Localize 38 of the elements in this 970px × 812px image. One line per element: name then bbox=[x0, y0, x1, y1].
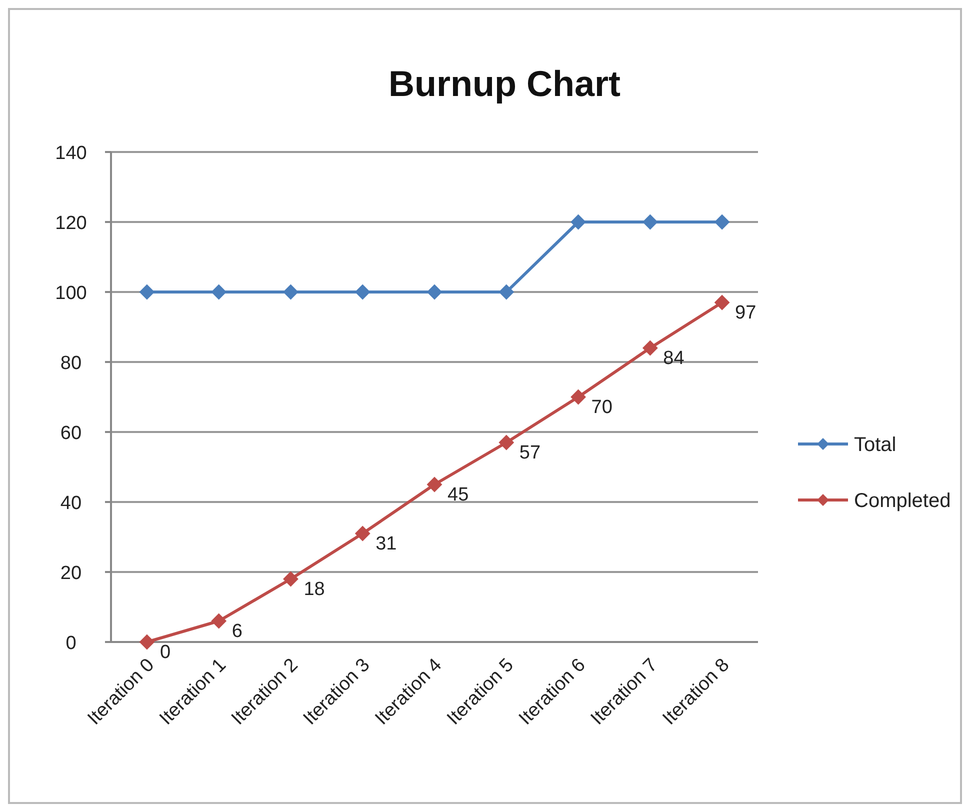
data-label: 18 bbox=[304, 579, 325, 600]
point bbox=[498, 284, 514, 300]
data-label: 6 bbox=[232, 621, 242, 642]
data-label: 70 bbox=[591, 397, 612, 418]
data-label: 97 bbox=[735, 302, 756, 324]
point bbox=[642, 214, 658, 230]
point bbox=[570, 390, 586, 404]
point bbox=[355, 284, 370, 300]
y-tick-label: 40 bbox=[60, 493, 82, 514]
point bbox=[355, 526, 370, 541]
data-label: 57 bbox=[519, 442, 541, 464]
point bbox=[498, 435, 514, 450]
y-tick-label: 120 bbox=[55, 213, 87, 234]
point bbox=[570, 214, 586, 230]
point bbox=[283, 284, 298, 300]
y-tick-label: 140 bbox=[55, 143, 87, 164]
point bbox=[211, 614, 226, 628]
y-tick-label: 80 bbox=[60, 353, 82, 374]
chart-title: Burnup Chart bbox=[388, 63, 620, 104]
point bbox=[714, 214, 730, 230]
point bbox=[139, 284, 154, 300]
data-label: 31 bbox=[376, 534, 397, 554]
point bbox=[139, 634, 154, 650]
point bbox=[283, 572, 298, 586]
data-label: 0 bbox=[160, 642, 171, 663]
point bbox=[427, 284, 442, 300]
y-tick-label: 100 bbox=[55, 283, 87, 304]
legend-label: Completed bbox=[854, 490, 951, 512]
y-tick-label: 60 bbox=[60, 423, 82, 444]
point bbox=[211, 284, 226, 300]
point bbox=[427, 477, 442, 492]
point bbox=[642, 340, 658, 356]
data-label: 45 bbox=[448, 484, 469, 506]
y-tick-label: 20 bbox=[60, 563, 82, 584]
point bbox=[714, 295, 730, 310]
legend-label: Total bbox=[854, 434, 896, 456]
data-label: 84 bbox=[663, 348, 685, 369]
y-tick-label: 0 bbox=[66, 633, 76, 654]
